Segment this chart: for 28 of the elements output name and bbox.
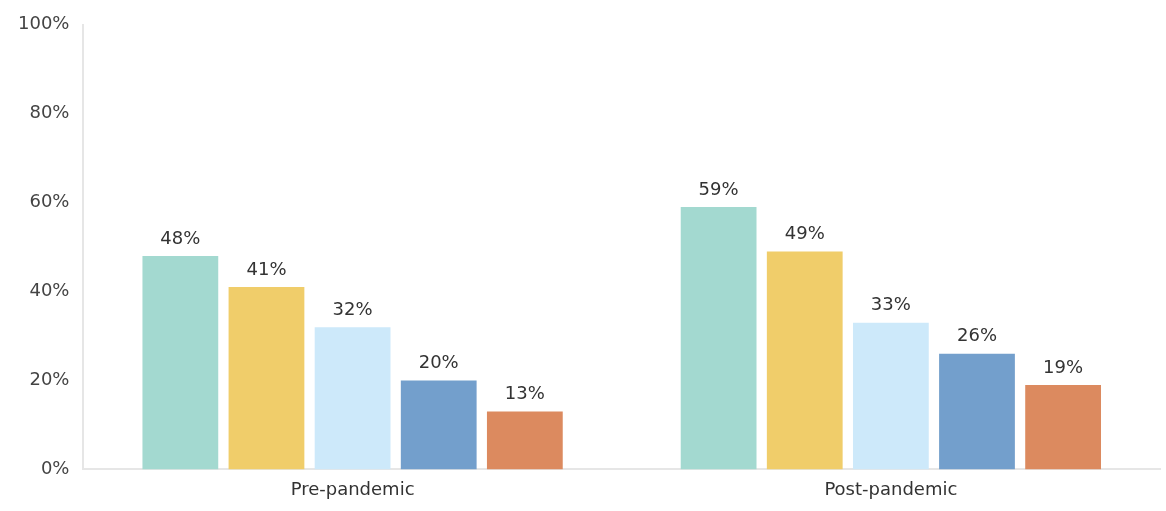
- data-label: 48%: [160, 226, 201, 248]
- data-label: 59%: [698, 177, 739, 199]
- data-label: 49%: [784, 222, 825, 244]
- data-label: 41%: [246, 257, 287, 279]
- bar: [766, 251, 843, 470]
- bar: [400, 380, 477, 470]
- y-tick-label: 60%: [29, 190, 70, 212]
- y-tick-label: 40%: [29, 279, 70, 301]
- bar: [680, 207, 757, 470]
- data-label: 26%: [956, 324, 997, 346]
- bar: [486, 411, 563, 470]
- y-tick-label: 80%: [29, 101, 70, 123]
- data-label: 32%: [332, 297, 373, 319]
- bar: [314, 327, 391, 470]
- data-label: 20%: [418, 351, 459, 373]
- y-tick-label: 0%: [40, 457, 70, 479]
- y-tick-label: 20%: [29, 368, 70, 390]
- data-label: 13%: [504, 382, 545, 404]
- bar: [1025, 384, 1102, 470]
- x-tick-label: Pre-pandemic: [290, 477, 415, 499]
- bar: [142, 255, 219, 470]
- bar: [228, 287, 305, 470]
- y-tick-label: 100%: [17, 12, 70, 34]
- data-label: 33%: [870, 293, 911, 315]
- bar: [852, 322, 929, 470]
- data-label: 19%: [1043, 355, 1084, 377]
- bar: [939, 353, 1015, 470]
- x-tick-label: Post-pandemic: [824, 477, 958, 499]
